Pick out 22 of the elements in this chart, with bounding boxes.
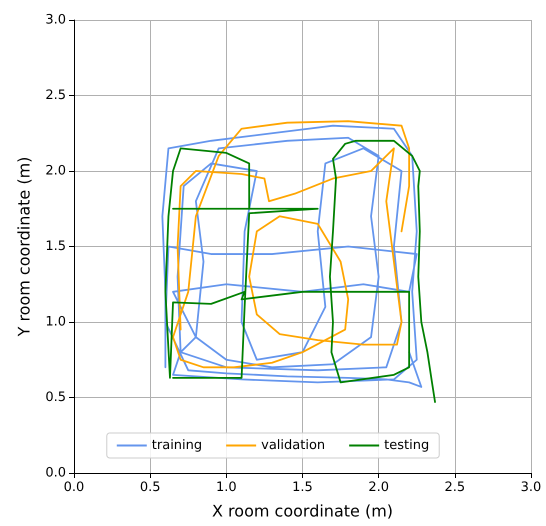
x-tick-label: 2.0 — [368, 480, 390, 495]
x-axis-title: X room coordinate (m) — [212, 502, 394, 520]
y-tick-label: 0.5 — [45, 390, 66, 405]
x-tick-label: 1.5 — [292, 480, 313, 495]
x-tick-label: 3.0 — [520, 480, 542, 495]
x-tick-label: 0.5 — [140, 480, 161, 495]
line-series — [161, 124, 422, 388]
y-tick-label: 0.0 — [45, 466, 66, 480]
x-tick-label: 0.0 — [64, 480, 84, 495]
line-series — [172, 120, 410, 368]
line-series — [164, 140, 436, 403]
legend-label: testing — [384, 438, 430, 453]
x-tick-label: 2.5 — [444, 480, 466, 495]
y-tick-label: 2.0 — [45, 164, 66, 178]
y-axis-title: Y room coordinate (m) — [14, 156, 34, 338]
y-tick-label: 3.0 — [45, 12, 66, 28]
x-tick-label: 1.0 — [216, 480, 237, 495]
y-tick-label: 1.5 — [45, 239, 66, 254]
legend-label: validation — [261, 438, 326, 453]
legend-label: training — [152, 438, 202, 453]
y-tick-label: 1.0 — [45, 314, 66, 330]
y-tick-label: 2.5 — [45, 88, 66, 103]
